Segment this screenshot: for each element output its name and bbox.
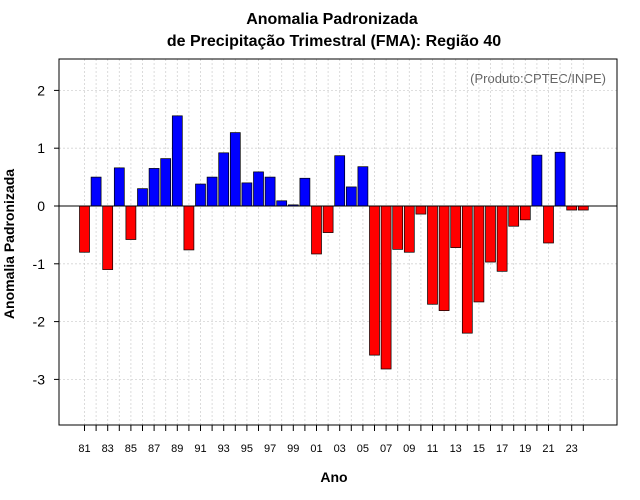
bar-2020 [531,154,543,207]
bar-1994 [229,132,241,207]
x-tick-label: 15 [473,443,485,455]
bar-1990 [183,205,195,251]
bar-1986 [137,188,148,207]
bar-2016 [485,205,496,263]
bar-2023 [566,205,578,211]
chart-title-line2: de Precipitação Trimestral (FMA): Região… [167,33,501,50]
y-tick-label: 2 [37,82,45,98]
x-tick-label: 91 [194,443,206,455]
bar-1995 [241,182,253,207]
y-tick-label: -1 [33,256,46,272]
grid-lines [59,59,617,425]
x-tick-label: 93 [218,443,230,455]
bar-2013 [450,205,462,248]
x-axis-label: Ano [320,469,347,485]
bar-1983 [102,205,114,270]
x-tick-label: 89 [171,443,183,455]
x-tick-label: 83 [102,443,114,455]
x-tick-label: 97 [264,443,276,455]
bar-2019 [519,205,531,221]
bar-1992 [206,176,218,207]
bar-2006 [369,205,380,356]
x-tick-label: 19 [519,443,531,455]
bar-1984 [113,167,125,207]
y-tick-label: -2 [33,314,46,330]
bar-2017 [496,205,508,272]
x-ticks: 81 83 85 87 89 91 93 95 97 99 01 03 05 07 09 11 13 15 17 19… [78,425,584,455]
x-tick-label: 05 [357,443,369,455]
y-tick-label: 1 [37,140,45,156]
x-tick-label: 09 [403,443,415,455]
bars [59,115,617,370]
bar-2018 [508,205,520,227]
y-tick-label: 0 [37,198,45,214]
bar-1993 [218,152,230,207]
bar-2014 [461,205,473,334]
bar-2001 [311,205,322,255]
chart-title-line1: Anomalia Padronizada [246,11,418,28]
x-tick-label: 99 [287,443,299,455]
x-tick-label: 85 [125,443,137,455]
x-tick-label: 81 [78,443,90,455]
x-tick-label: 17 [496,443,508,455]
bar-2003 [334,155,346,207]
bar-1997 [264,176,276,207]
bar-1982 [90,176,102,207]
x-tick-label: 11 [427,443,438,455]
plot-frame [58,58,618,426]
bar-2004 [345,186,357,207]
x-tick-label: 01 [310,443,322,455]
bar-2007 [380,205,392,370]
credit-label: (Produto:CPTEC/INPE) [470,71,606,86]
bar-2011 [427,205,438,305]
bar-2021 [543,205,554,244]
bar-1985 [125,205,137,240]
bar-2015 [473,205,485,303]
x-tick-label: 87 [148,443,160,455]
bar-2022 [554,151,566,207]
y-ticks: -3 -2 -1 0 1 2 [33,82,59,387]
bar-2000 [299,177,311,207]
bar-1998 [276,200,288,207]
bar-2010 [415,205,427,215]
bar-1989 [171,115,183,207]
bar-1996 [253,171,264,207]
x-tick-label: 13 [450,443,462,455]
y-axis-label: Anomalia Padronizada [1,169,17,319]
bar-1981 [79,205,90,253]
bar-1991 [195,183,206,207]
x-tick-label: 21 [542,443,554,455]
x-tick-label: 07 [380,443,392,455]
x-tick-label: 23 [566,443,578,455]
bar-1988 [160,158,172,207]
bar-2024 [577,205,589,211]
bar-1987 [148,168,160,207]
bar-2008 [392,205,404,250]
x-tick-label: 95 [241,443,253,455]
bar-2005 [357,166,369,207]
bar-2002 [322,205,334,233]
bar-2009 [403,205,415,253]
y-tick-label: -3 [33,371,46,387]
x-tick-label: 03 [334,443,346,455]
bar-2012 [438,205,450,311]
